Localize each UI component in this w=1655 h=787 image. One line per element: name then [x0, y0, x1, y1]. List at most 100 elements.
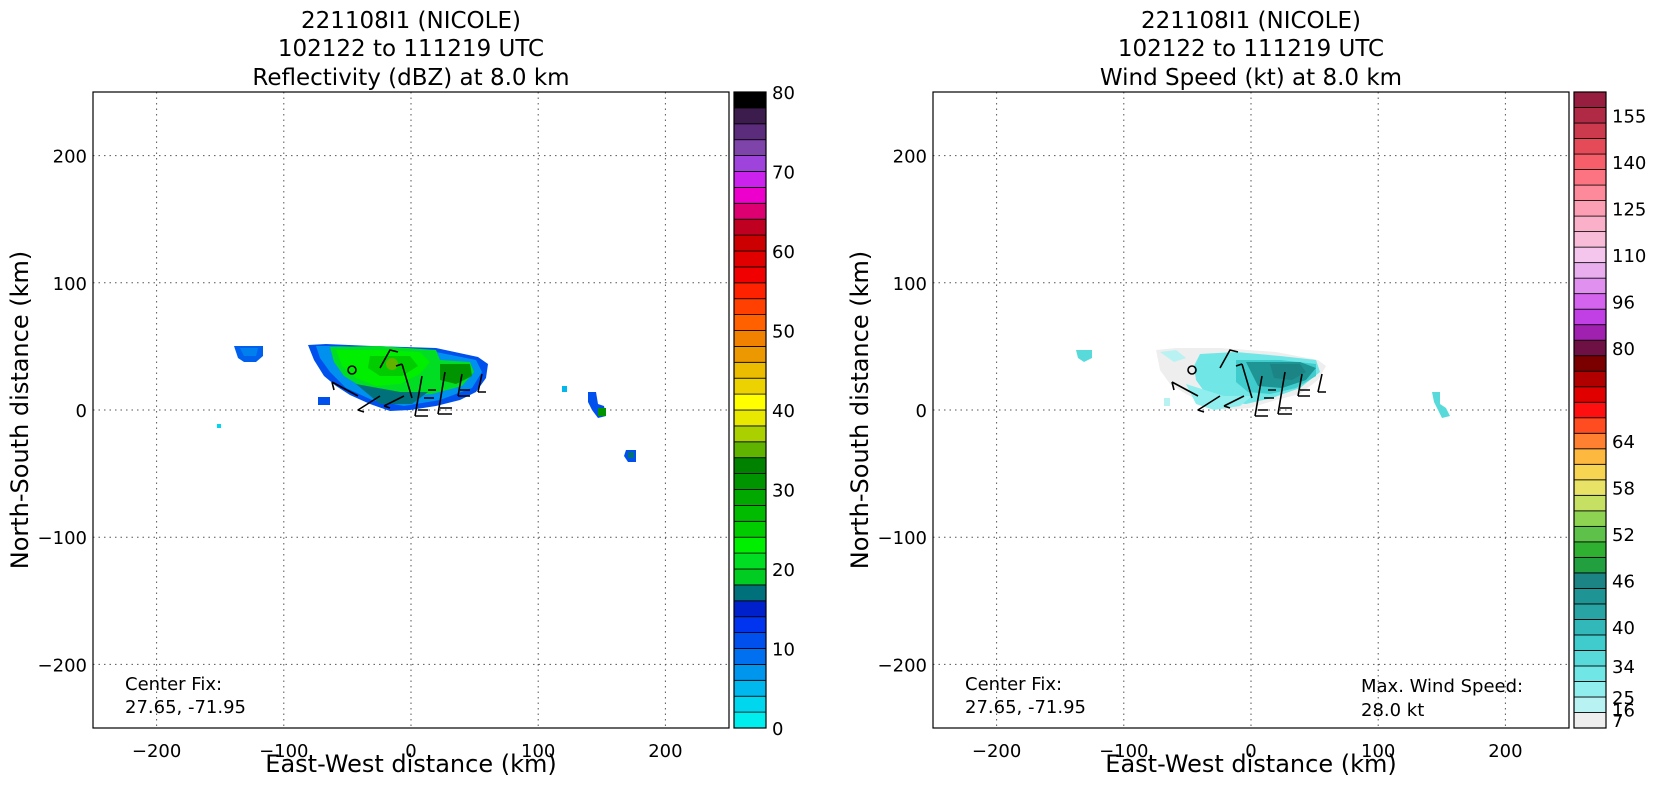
reflectivity-colorbar: [733, 91, 767, 729]
wind-barb: [414, 375, 428, 417]
grid: [93, 92, 729, 728]
y-axis-label: North-South distance (km): [846, 251, 874, 570]
x-tick-label: 0: [405, 741, 416, 762]
colorbar-tick-label: 155: [1612, 106, 1646, 127]
colorbar-tick-label: 25: [1612, 688, 1635, 709]
y-tick-label: 100: [53, 274, 87, 295]
colorbar-bin: [733, 695, 767, 713]
colorbar-bin: [1573, 510, 1607, 527]
colorbar-bin: [733, 282, 767, 300]
wind-speed-panel: 221108I1 (NICOLE) 102122 to 111219 UTC W…: [846, 8, 1646, 778]
colorbar-bin: [1573, 619, 1607, 636]
colorbar-bin: [1573, 696, 1607, 713]
panel-title-line3: Reflectivity (dBZ) at 8.0 km: [252, 65, 569, 91]
wind-barb: [379, 349, 399, 369]
center-fix-label: Center Fix:: [965, 674, 1062, 695]
colorbar-bin: [1573, 184, 1607, 201]
wind-speed-field: [1076, 348, 1450, 418]
colorbar-tick-label: 20: [772, 560, 795, 581]
echo-region: [217, 424, 221, 428]
colorbar-bin: [733, 361, 767, 379]
colorbar-bin: [733, 441, 767, 459]
panel-title-line2: 102122 to 111219 UTC: [1118, 36, 1384, 62]
colorbar-bin: [1573, 138, 1607, 155]
colorbar-bin: [733, 186, 767, 204]
colorbar-bin: [1573, 231, 1607, 248]
x-axis-label: East-West distance (km): [1105, 750, 1396, 778]
colorbar-bin: [1573, 200, 1607, 217]
colorbar-tick-label: 10: [772, 640, 795, 661]
y-tick-label: 200: [53, 147, 87, 168]
colorbar-bin: [1573, 572, 1607, 589]
max-wind-value: 28.0 kt: [1361, 700, 1424, 721]
colorbar-tick-label: 50: [772, 322, 795, 343]
wind-barb: [1254, 375, 1268, 417]
wind-region: [1076, 350, 1092, 362]
colorbar-bin: [733, 155, 767, 172]
reflectivity-field: [217, 344, 636, 462]
colorbar-tick-label: 110: [1612, 246, 1646, 267]
colorbar-bin: [733, 393, 767, 411]
colorbar-tick-label: 96: [1612, 292, 1635, 313]
echo-region: [318, 397, 330, 405]
x-tick-label: −200: [972, 741, 1021, 762]
x-tick-label: −200: [132, 741, 181, 762]
colorbar-bin: [733, 504, 767, 522]
colorbar-bin: [733, 377, 767, 395]
x-tick-label: 0: [1245, 741, 1256, 762]
colorbar-bin: [733, 616, 767, 634]
colorbar-bin: [733, 202, 767, 220]
wind-region: [1432, 392, 1450, 418]
max-wind-label: Max. Wind Speed:: [1361, 676, 1523, 697]
colorbar-bin: [733, 568, 767, 586]
colorbar-bin: [733, 489, 767, 506]
colorbar-bin: [1573, 479, 1607, 496]
colorbar-bin: [1573, 417, 1607, 434]
wind-barb: [1235, 363, 1253, 399]
grid: [933, 92, 1569, 728]
colorbar-bin: [1573, 603, 1607, 620]
y-tick-label: 200: [893, 147, 927, 168]
y-tick-label: −100: [38, 528, 87, 549]
colorbar-bin: [733, 107, 767, 125]
center-fix-label: Center Fix:: [125, 674, 222, 695]
colorbar-tick-label: 80: [1612, 339, 1635, 360]
colorbar-bin: [733, 679, 767, 697]
colorbar-tick-label: 0: [772, 719, 783, 740]
colorbar-bin: [733, 473, 767, 490]
colorbar-bin: [733, 632, 767, 649]
reflectivity-panel: 221108I1 (NICOLE) 102122 to 111219 UTC R…: [6, 8, 795, 778]
echo-region: [440, 364, 472, 384]
colorbar-bin: [733, 345, 767, 363]
colorbar-bin: [1573, 587, 1607, 605]
center-fix-value: 27.65, -71.95: [965, 697, 1086, 718]
colorbar-bin: [733, 536, 767, 554]
colorbar-bin: [1573, 308, 1607, 326]
colorbar-tick-label: 7: [1612, 711, 1623, 732]
colorbar-bin: [733, 91, 767, 109]
colorbar-bin: [1573, 324, 1607, 341]
x-tick-labels: −200 −100 0 100 200: [972, 741, 1523, 762]
wind-barb: [395, 363, 413, 399]
center-fix-marker: [1187, 365, 1197, 375]
y-tick-label: 0: [76, 401, 87, 422]
x-tick-labels: −200 −100 0 100 200: [132, 741, 683, 762]
y-tick-label: 100: [893, 274, 927, 295]
x-axis-label: East-West distance (km): [265, 750, 556, 778]
wind-barb: [1297, 373, 1310, 397]
colorbar-tick-label: 60: [772, 242, 795, 263]
x-tick-label: 200: [1488, 741, 1522, 762]
y-tick-label: −100: [878, 528, 927, 549]
colorbar-bin: [733, 266, 767, 284]
echo-region: [240, 348, 258, 356]
panel-title-line3: Wind Speed (kt) at 8.0 km: [1100, 65, 1402, 91]
colorbar-bin: [1573, 246, 1607, 264]
wind-barb: [1264, 389, 1276, 399]
y-tick-label: −200: [38, 655, 87, 676]
colorbar-tick-labels: 80 70 60 50 40 30 20 10 0: [772, 83, 795, 740]
wind-barb: [1317, 373, 1326, 393]
colorbar-bin: [733, 314, 767, 331]
wind-barb: [477, 373, 486, 393]
wind-barb: [1223, 395, 1245, 409]
colorbar-bin: [1573, 277, 1607, 295]
